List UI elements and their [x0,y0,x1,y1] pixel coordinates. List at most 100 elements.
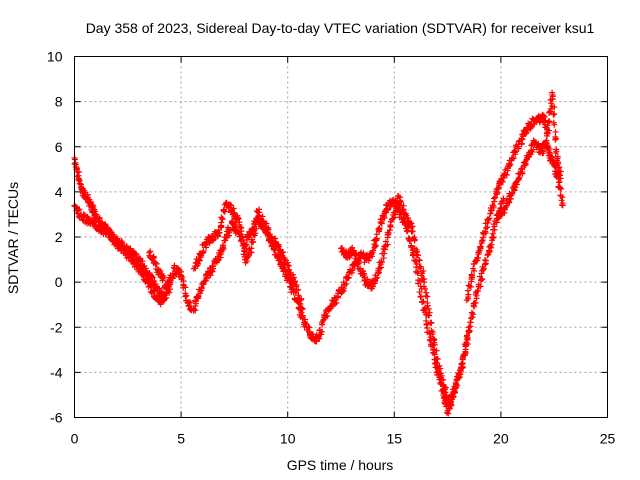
x-axis-label: GPS time / hours [287,457,394,473]
data-point-fill [375,270,382,277]
data-point-fill [81,187,88,194]
data-point-fill [552,136,559,143]
data-point-fill [386,227,393,234]
data-point-fill [471,267,478,274]
data-point-fill [150,254,157,261]
data-point-fill [210,265,217,272]
data-point-fill [100,223,107,230]
data-point-fill [503,172,510,179]
data-point-fill [546,108,553,115]
data-point-fill [550,111,557,118]
data-point-fill [488,241,495,248]
data-point-fill [418,272,425,279]
data-point-fill [530,146,537,153]
data-point-fill [433,347,440,354]
data-point-fill [491,198,498,205]
data-point-fill [236,219,243,226]
data-point-fill [558,185,565,192]
data-point-fill [554,153,561,160]
data-point-fill [247,249,254,256]
data-point-fill [470,311,477,318]
data-point-fill [518,140,525,147]
data-point-fill [498,198,505,205]
data-point [369,247,376,254]
data-point-fill [459,355,466,362]
data-point-fill [489,202,496,209]
y-tick-label: 4 [55,184,63,200]
data-point-fill [313,338,320,345]
data-point-fill [198,287,205,294]
data-point-fill [218,222,225,229]
data-point-fill [463,339,470,346]
data-point-fill [77,180,84,187]
data-point-fill [253,225,260,232]
y-tick-label: 2 [55,229,63,245]
data-point-fill [378,259,385,266]
data-point-fill [405,236,412,243]
data-point-fill [479,237,486,244]
chart-title: Day 358 of 2023, Sidereal Day-to-day VTE… [86,20,595,36]
data-point-fill [509,190,516,197]
data-point-fill [382,238,389,245]
data-point [544,130,551,137]
data-point [408,243,415,250]
data-point-fill [450,393,457,400]
data-point-fill [183,292,190,299]
data-point-fill [182,293,189,300]
data-point-fill [428,320,435,327]
grid-lines [74,56,608,418]
data-point-fill [250,238,257,245]
data-point-fill [416,289,423,296]
x-tick-label: 15 [387,431,403,447]
x-tick-label: 5 [177,431,185,447]
data-point-fill [76,168,83,175]
data-point-fill [482,260,489,267]
data-point-fill [298,309,305,316]
data-point-fill [72,163,79,170]
x-tick-label: 25 [600,431,616,447]
data-point-fill [182,284,189,291]
data-point-fill [143,267,150,274]
data-point-fill [463,333,470,340]
data-point [190,306,197,313]
data-point-fill [462,350,469,357]
data-point-fill [409,228,416,235]
data-point-fill [420,298,427,305]
data-point-fill [384,206,391,213]
y-tick-label: -4 [50,364,63,380]
y-tick-label: 10 [47,49,63,65]
data-point-fill [462,343,469,350]
data-point-fill [185,300,192,307]
y-tick-labels: -6 -4 -2 0 2 4 6 8 10 [47,49,63,426]
data-point-fill [548,100,555,107]
data-point-fill [200,249,207,256]
data-point-fill [256,209,263,216]
data-point-fill [242,241,249,248]
data-point-fill [343,280,350,287]
data-point-fill [431,336,438,343]
data-point-fill [76,206,83,213]
data-point-fill [91,208,98,215]
data-point-fill [546,118,553,125]
data-point-fill [411,237,418,244]
data-point-fill [381,246,388,253]
data-point-fill [551,104,558,111]
data-point-fill [87,198,94,205]
data-point-fill [91,217,98,224]
data-point-fill [295,286,302,293]
data-point-fill [467,283,474,290]
x-tick-labels: 0 5 10 15 20 25 [71,431,616,447]
data-points [71,89,566,417]
data-point-fill [500,174,507,181]
data-point-fill [468,271,475,278]
data-point-fill [471,260,478,267]
data-point-fill [431,351,438,358]
y-tick-label: 6 [55,139,63,155]
data-point-fill [197,290,204,297]
data-point-fill [387,223,394,230]
data-point-fill [557,168,564,175]
data-point-fill [324,312,331,319]
data-point-fill [275,243,282,250]
data-point-fill [420,267,427,274]
data-point-fill [360,267,367,274]
